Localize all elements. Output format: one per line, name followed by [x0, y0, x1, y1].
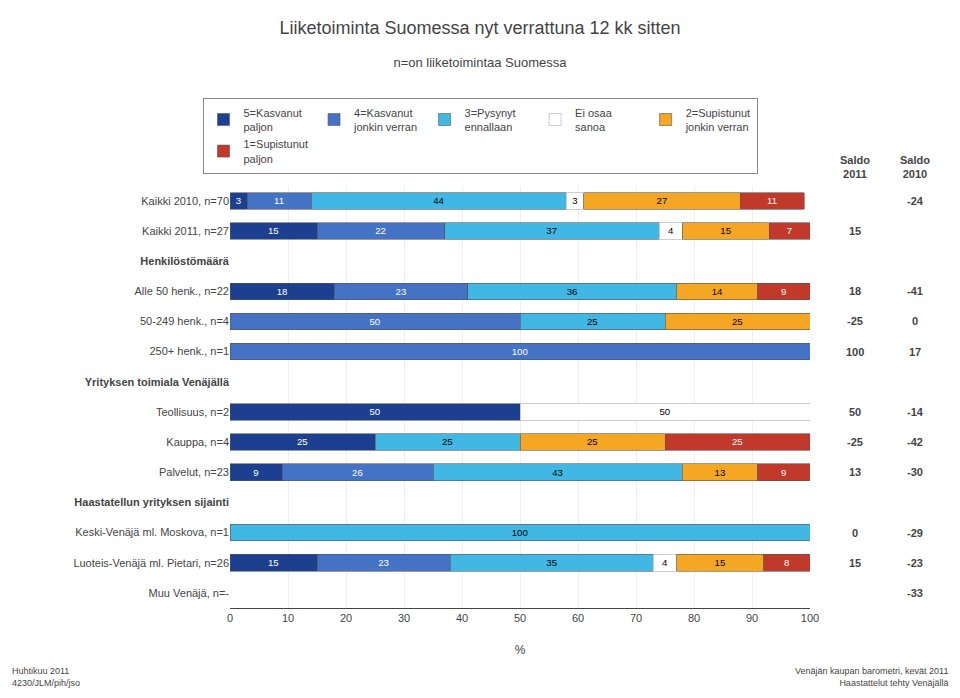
svg-text:20: 20 [340, 612, 352, 624]
svg-text:4: 4 [662, 557, 668, 568]
svg-text:Muu Venäjä, n=-: Muu Venäjä, n=- [149, 587, 230, 599]
svg-text:Kaikki 2011, n=27: Kaikki 2011, n=27 [142, 225, 229, 237]
svg-text:13: 13 [715, 467, 726, 478]
svg-text:40: 40 [456, 612, 468, 624]
svg-text:50: 50 [514, 612, 526, 624]
svg-text:15: 15 [715, 557, 726, 568]
svg-text:25: 25 [297, 436, 308, 447]
svg-text:13: 13 [849, 466, 861, 478]
svg-text:n=on liiketoimintaa Suomessa: n=on liiketoimintaa Suomessa [393, 55, 567, 70]
svg-text:Keski-Venäjä ml. Moskova, n=1: Keski-Venäjä ml. Moskova, n=1 [75, 526, 229, 538]
svg-text:Haastatellun yrityksen sijaint: Haastatellun yrityksen sijainti [74, 496, 229, 508]
svg-text:4=Kasvanutjonkin verran: 4=Kasvanutjonkin verran [353, 107, 417, 133]
svg-text:Liiketoiminta Suomessa nyt ver: Liiketoiminta Suomessa nyt verrattuna 12… [279, 18, 680, 38]
svg-text:-41: -41 [907, 285, 923, 297]
svg-text:1=Supistunutpaljon: 1=Supistunutpaljon [244, 138, 309, 164]
svg-text:3=Pysynytennallaan: 3=Pysynytennallaan [465, 107, 516, 133]
svg-text:30: 30 [398, 612, 410, 624]
svg-text:Saldo2011: Saldo2011 [840, 154, 870, 180]
svg-text:14: 14 [712, 286, 723, 297]
svg-text:-14: -14 [907, 406, 924, 418]
svg-text:100: 100 [512, 346, 528, 357]
svg-text:70: 70 [630, 612, 642, 624]
svg-text:50: 50 [849, 406, 861, 418]
svg-text:Saldo2010: Saldo2010 [900, 154, 930, 180]
svg-text:15: 15 [268, 557, 279, 568]
svg-text:-29: -29 [907, 527, 923, 539]
svg-text:23: 23 [378, 557, 389, 568]
svg-text:-23: -23 [907, 557, 923, 569]
svg-text:3: 3 [236, 195, 241, 206]
svg-text:8: 8 [784, 557, 789, 568]
svg-text:-33: -33 [907, 587, 923, 599]
svg-text:17: 17 [909, 346, 921, 358]
svg-text:Alle 50 henk., n=22: Alle 50 henk., n=22 [135, 285, 230, 297]
svg-text:Kauppa, n=4: Kauppa, n=4 [166, 436, 229, 448]
svg-text:37: 37 [546, 225, 557, 236]
svg-text:25: 25 [442, 436, 453, 447]
svg-text:18: 18 [849, 285, 861, 297]
svg-text:Ei osaasanoa: Ei osaasanoa [575, 107, 613, 133]
svg-text:Henkilöstömäärä: Henkilöstömäärä [140, 255, 230, 267]
svg-text:25: 25 [732, 436, 743, 447]
svg-text:35: 35 [546, 557, 557, 568]
svg-text:0: 0 [227, 612, 233, 624]
svg-text:36: 36 [567, 286, 578, 297]
svg-text:9: 9 [781, 286, 786, 297]
svg-text:-24: -24 [907, 195, 924, 207]
svg-text:25: 25 [587, 316, 598, 327]
svg-text:90: 90 [746, 612, 758, 624]
svg-text:100: 100 [512, 527, 528, 538]
svg-text:18: 18 [277, 286, 288, 297]
svg-text:Teollisuus, n=2: Teollisuus, n=2 [156, 406, 229, 418]
svg-text:-25: -25 [847, 315, 863, 327]
svg-text:Huhtikuu 20114230/JLM/pih/jso: Huhtikuu 20114230/JLM/pih/jso [12, 666, 80, 688]
svg-text:50: 50 [659, 406, 670, 417]
svg-text:15: 15 [849, 225, 861, 237]
svg-text:250+ henk., n=1: 250+ henk., n=1 [149, 345, 229, 357]
svg-text:44: 44 [433, 195, 444, 206]
svg-text:22: 22 [375, 225, 386, 236]
svg-text:-30: -30 [907, 466, 923, 478]
svg-text:25: 25 [587, 436, 598, 447]
svg-text:26: 26 [352, 467, 363, 478]
svg-text:0: 0 [912, 315, 918, 327]
svg-text:25: 25 [732, 316, 743, 327]
svg-text:15: 15 [268, 225, 279, 236]
svg-text:27: 27 [657, 195, 668, 206]
svg-text:Kaikki 2010, n=70: Kaikki 2010, n=70 [141, 195, 229, 207]
svg-text:Palvelut, n=23: Palvelut, n=23 [159, 466, 229, 478]
svg-text:60: 60 [572, 612, 584, 624]
svg-text:-42: -42 [907, 436, 923, 448]
svg-text:50: 50 [369, 406, 380, 417]
svg-text:%: % [515, 643, 526, 657]
svg-text:2=Supistunutjonkin verran: 2=Supistunutjonkin verran [685, 107, 751, 133]
svg-text:80: 80 [688, 612, 700, 624]
svg-text:11: 11 [274, 195, 284, 206]
svg-text:10: 10 [282, 612, 294, 624]
svg-text:23: 23 [396, 286, 407, 297]
svg-text:100: 100 [801, 612, 819, 624]
svg-text:Yrityksen toimiala Venäjällä: Yrityksen toimiala Venäjällä [85, 376, 230, 388]
svg-text:5=Kasvanutpaljon: 5=Kasvanutpaljon [244, 107, 302, 133]
svg-text:43: 43 [552, 467, 563, 478]
svg-text:15: 15 [849, 557, 861, 569]
svg-text:-25: -25 [847, 436, 863, 448]
svg-text:100: 100 [846, 346, 864, 358]
svg-text:50: 50 [369, 316, 380, 327]
svg-text:Luoteis-Venäjä ml. Pietari, n=: Luoteis-Venäjä ml. Pietari, n=26 [73, 557, 229, 569]
svg-text:3: 3 [572, 195, 577, 206]
svg-text:4: 4 [668, 225, 674, 236]
svg-text:0: 0 [852, 527, 858, 539]
svg-text:11: 11 [767, 195, 777, 206]
svg-text:Venäjän kaupan barometri, kevä: Venäjän kaupan barometri, kevät 2011Haas… [795, 666, 948, 688]
svg-text:9: 9 [781, 467, 786, 478]
svg-text:9: 9 [253, 467, 258, 478]
svg-text:15: 15 [720, 225, 731, 236]
svg-text:50-249 henk., n=4: 50-249 henk., n=4 [140, 315, 229, 327]
svg-text:7: 7 [787, 225, 792, 236]
